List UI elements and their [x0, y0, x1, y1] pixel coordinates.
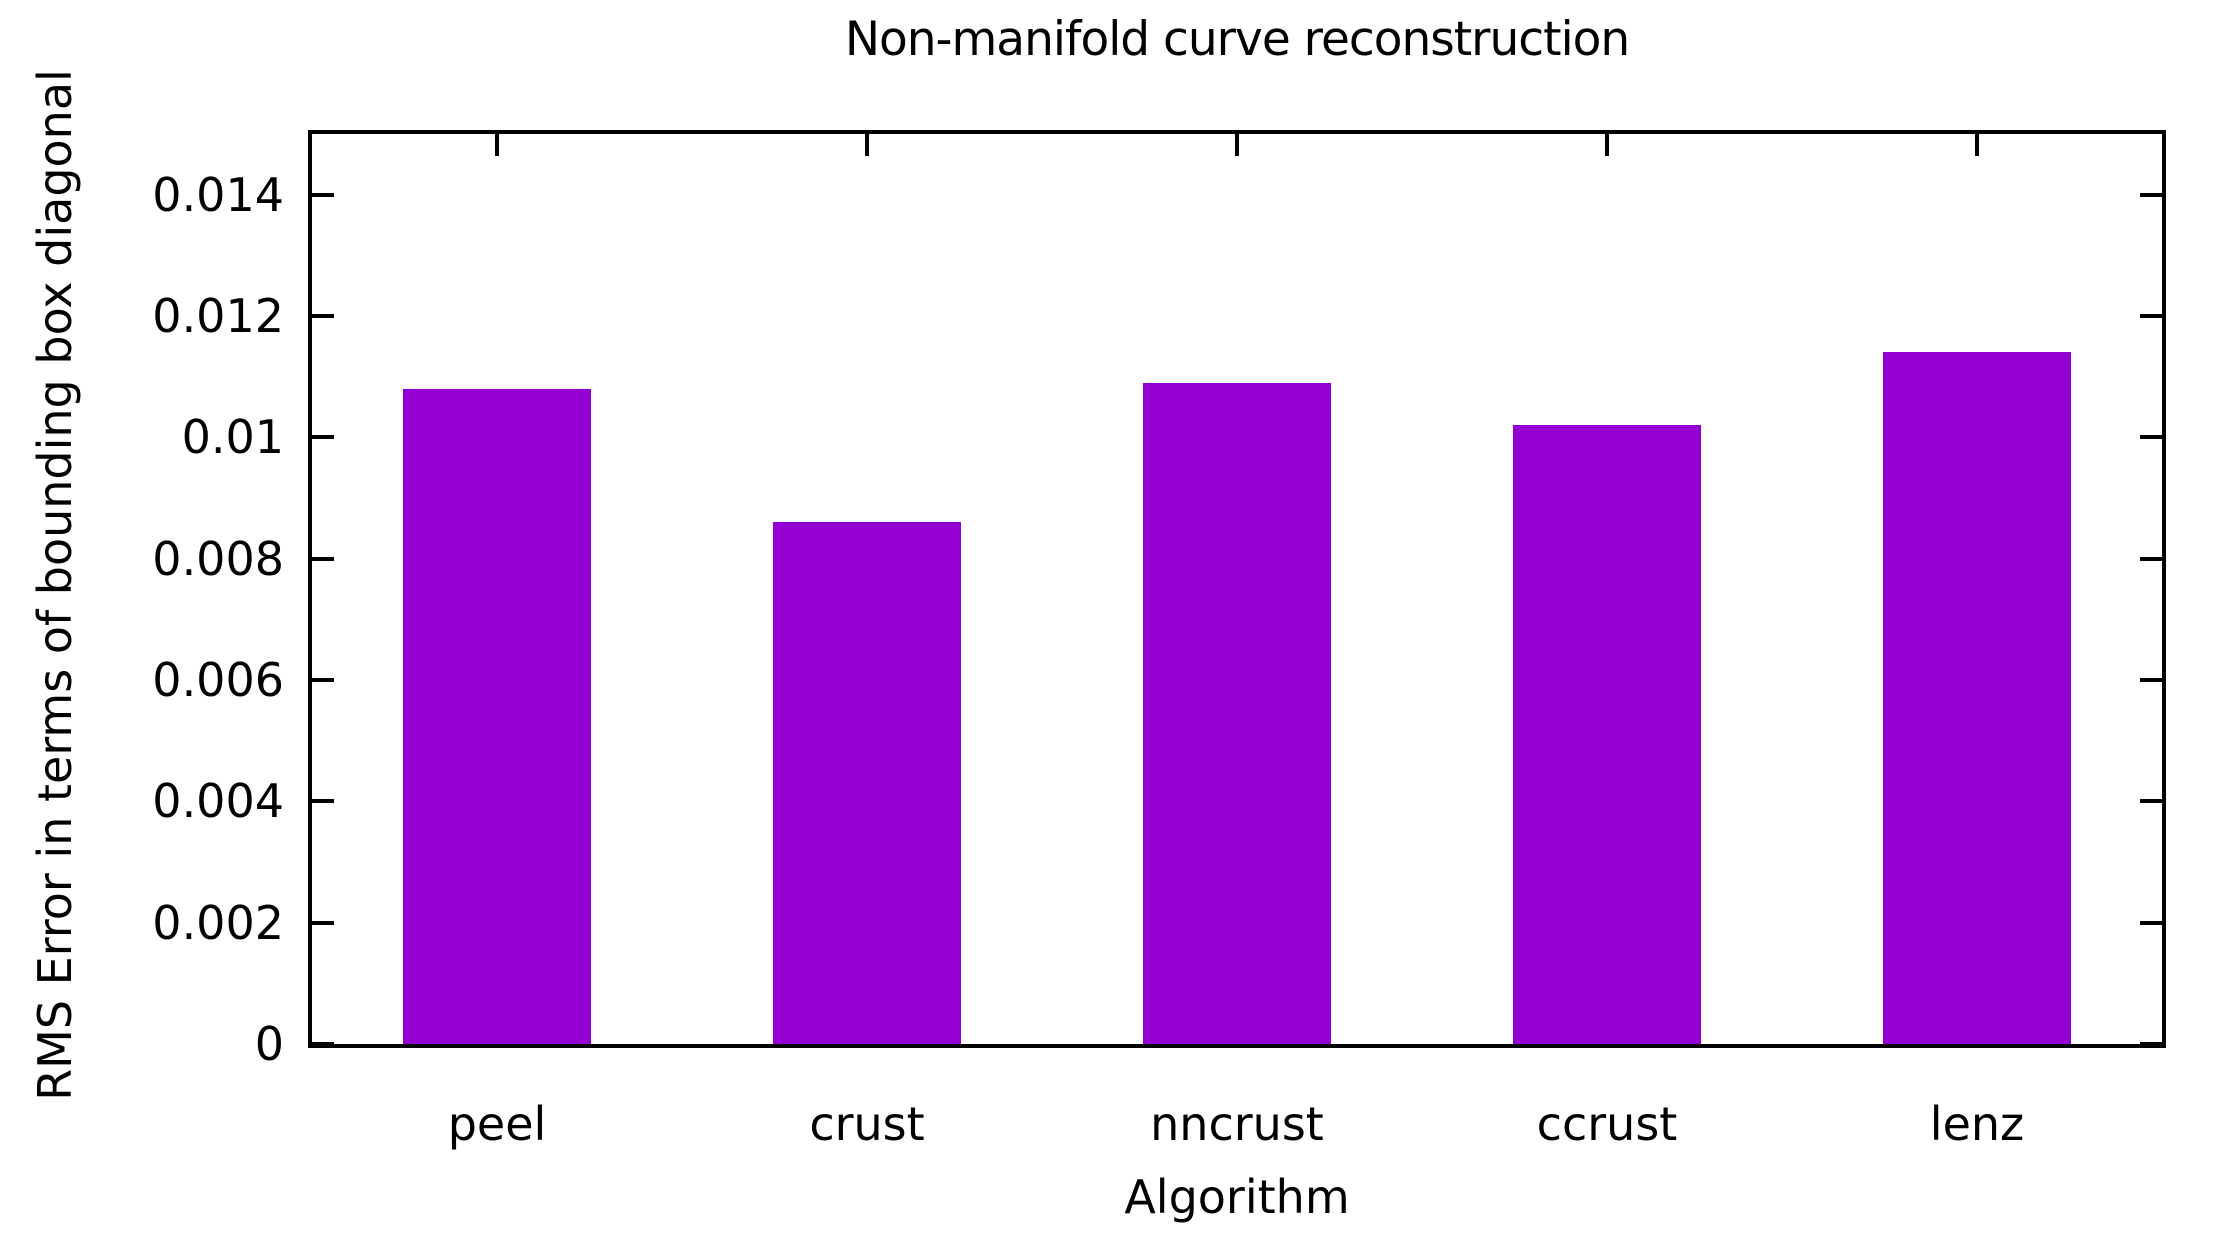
y-tick-mark-right	[2140, 678, 2162, 682]
y-tick-mark-right	[2140, 556, 2162, 561]
x-tick-mark-top	[1975, 134, 1979, 156]
x-axis-label: Algorithm	[1124, 1170, 1350, 1224]
bar-ccrust	[1512, 425, 1702, 1044]
y-tick-mark-left	[312, 920, 334, 925]
y-tick-mark-right	[2140, 314, 2162, 318]
x-tick-mark-top	[495, 134, 499, 156]
y-tick-mark-left	[312, 192, 334, 197]
y-tick-mark-left	[312, 556, 334, 561]
y-tick-label: 0.014	[152, 167, 284, 222]
y-tick-mark-right	[2140, 192, 2162, 197]
bar-nncrust	[1142, 382, 1332, 1044]
y-tick-mark-left	[312, 799, 334, 804]
y-tick-mark-left	[312, 678, 334, 682]
y-tick-mark-right	[2140, 435, 2162, 440]
x-tick-label: nncrust	[1150, 1097, 1324, 1151]
y-tick-label: 0.002	[152, 895, 284, 950]
plot-area	[308, 130, 2166, 1048]
x-tick-mark-top	[865, 134, 869, 156]
x-tick-mark-top	[1235, 134, 1239, 156]
y-tick-mark-left	[312, 314, 334, 318]
x-tick-label: ccrust	[1536, 1097, 1678, 1151]
y-tick-label: 0.008	[152, 531, 284, 586]
y-tick-label: 0.006	[152, 653, 284, 707]
y-tick-mark-left	[312, 435, 334, 440]
bar-peel	[402, 388, 592, 1044]
y-tick-mark-right	[2140, 799, 2162, 804]
y-tick-label: 0.004	[152, 774, 284, 829]
y-tick-mark-right	[2140, 1042, 2162, 1046]
x-tick-label: lenz	[1929, 1097, 2025, 1151]
bar-lenz	[1882, 352, 2072, 1044]
x-tick-mark-top	[1605, 134, 1609, 156]
x-tick-label: crust	[809, 1097, 925, 1151]
y-tick-mark-left	[312, 1042, 334, 1046]
bar-crust	[772, 522, 962, 1044]
y-tick-label: 0.01	[181, 410, 284, 465]
y-tick-label: 0	[254, 1017, 284, 1071]
x-tick-label: peel	[447, 1097, 547, 1151]
y-tick-label: 0.012	[152, 289, 284, 343]
chart-title: Non-manifold curve reconstruction	[844, 12, 1630, 67]
y-tick-mark-right	[2140, 920, 2162, 925]
